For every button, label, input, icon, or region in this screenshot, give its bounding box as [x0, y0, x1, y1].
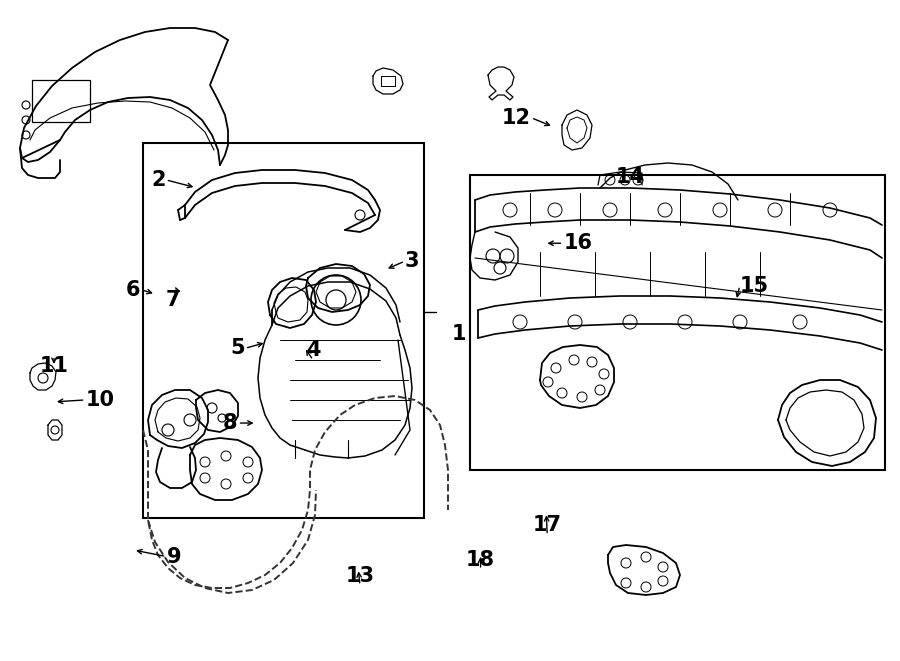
Bar [470, 175, 885, 470]
Text: 4: 4 [306, 340, 320, 360]
Text: 7: 7 [166, 290, 180, 309]
Text: 9: 9 [166, 547, 181, 566]
Text: 14: 14 [616, 167, 644, 186]
Text: 12: 12 [502, 108, 531, 128]
Text: 6: 6 [126, 280, 140, 299]
Text: 18: 18 [466, 550, 495, 570]
Text: 2: 2 [151, 170, 166, 190]
Text: 1: 1 [452, 324, 466, 344]
Text: 8: 8 [223, 413, 238, 433]
Text: 11: 11 [40, 356, 68, 375]
Text: 10: 10 [86, 390, 114, 410]
Text: 3: 3 [405, 251, 419, 271]
Text: 16: 16 [563, 233, 592, 253]
Text: 17: 17 [533, 516, 562, 535]
Text: 15: 15 [740, 276, 769, 295]
Bar [143, 143, 424, 518]
Text: 13: 13 [346, 566, 374, 586]
Bar [32, 80, 90, 122]
Text: 5: 5 [230, 338, 245, 358]
